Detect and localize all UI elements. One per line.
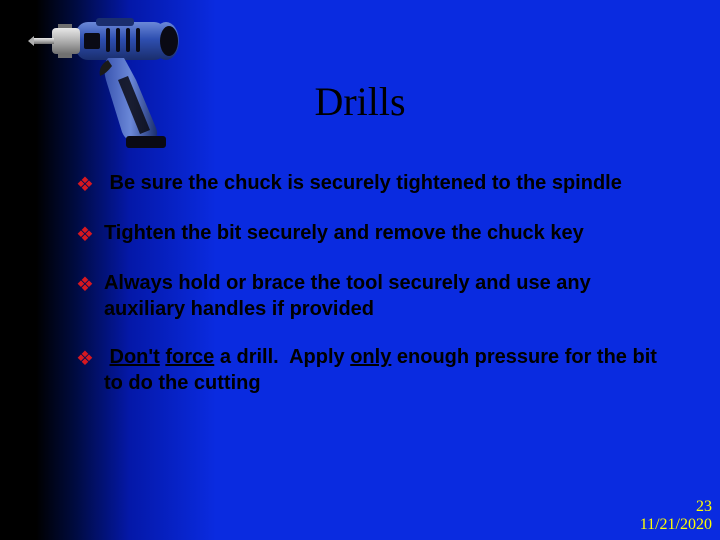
list-item: ❖ Always hold or brace the tool securely… xyxy=(76,270,670,322)
slide-footer: 23 11/21/2020 xyxy=(640,498,712,534)
list-item: ❖ Be sure the chuck is securely tightene… xyxy=(76,170,670,198)
bullet-text: Don't force a drill. Apply only enough p… xyxy=(104,344,670,396)
footer-date: 11/21/2020 xyxy=(640,516,712,534)
slide: Drills ❖ Be sure the chuck is securely t… xyxy=(0,0,720,540)
page-number: 23 xyxy=(640,498,712,516)
bullet-text: Be sure the chuck is securely tightened … xyxy=(104,170,622,196)
bullet-text: Always hold or brace the tool securely a… xyxy=(104,270,670,322)
bullet-icon: ❖ xyxy=(76,272,94,298)
list-item: ❖ Tighten the bit securely and remove th… xyxy=(76,220,670,248)
bullet-text: Tighten the bit securely and remove the … xyxy=(104,220,584,246)
list-item: ❖ Don't force a drill. Apply only enough… xyxy=(76,344,670,396)
bullet-list: ❖ Be sure the chuck is securely tightene… xyxy=(76,170,670,396)
bullet-icon: ❖ xyxy=(76,172,94,198)
bullet-icon: ❖ xyxy=(76,222,94,248)
bullet-icon: ❖ xyxy=(76,346,94,372)
slide-title: Drills xyxy=(0,78,720,125)
